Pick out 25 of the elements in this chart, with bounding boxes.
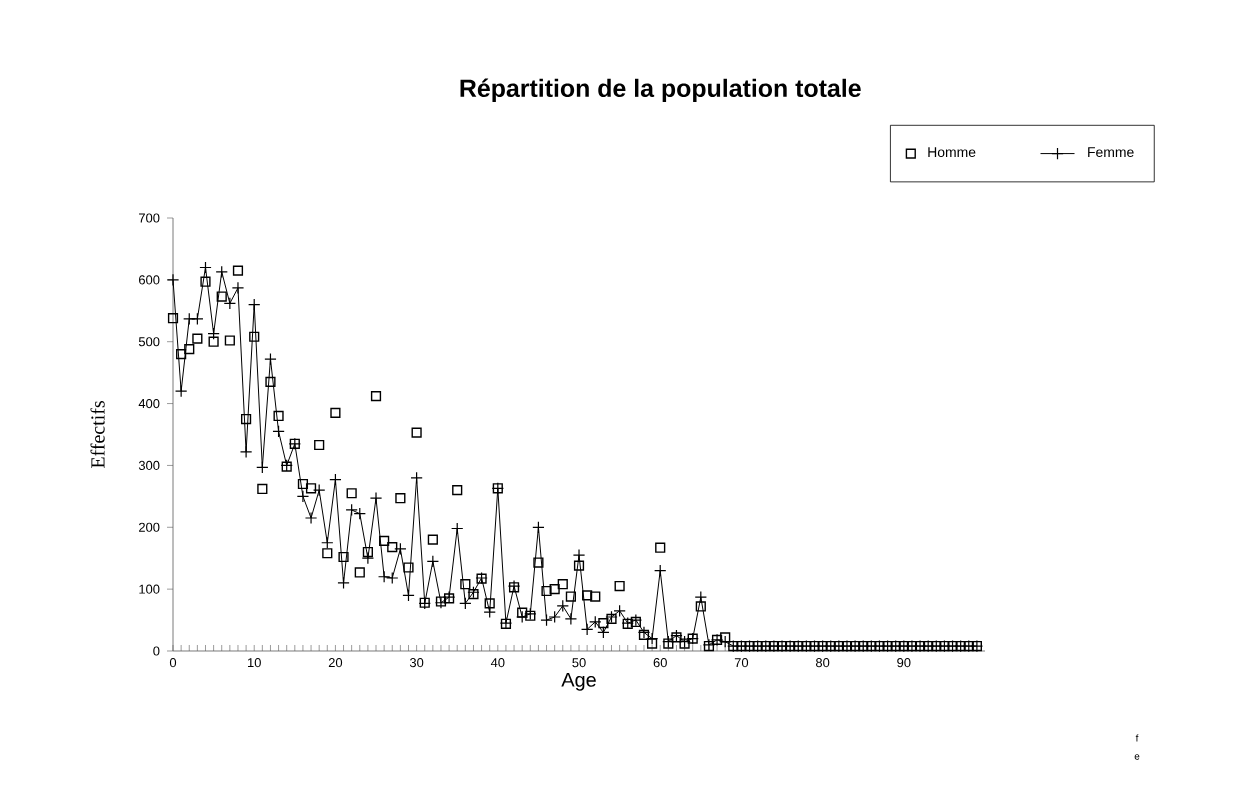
text: f [1135,734,1139,742]
chart-title: Répartition de la population totale [460,78,861,102]
y-tick-label: 0 [153,646,160,656]
legend-label: Homme [928,147,976,158]
x-tick-label: 50 [572,658,586,668]
legend-label: Femme [1088,147,1134,158]
x-tick-label: 80 [815,658,830,668]
x-tick-label: 90 [897,658,911,668]
y-tick-label: 200 [139,522,160,532]
x-tick-label: 60 [653,658,667,668]
y-tick-label: 700 [139,213,160,223]
y-axis-title: Effectifs [90,401,105,469]
y-tick-label: 600 [139,275,160,285]
text: e [1134,754,1140,760]
y-tick-label: 400 [138,399,160,409]
x-tick-label: 20 [328,658,343,668]
x-tick-label: 40 [490,658,505,668]
x-tick-label: 0 [169,658,177,668]
x-tick-label: 70 [734,658,749,668]
y-tick-label: 100 [139,584,160,594]
y-tick-label: 500 [138,337,160,347]
x-tick-label: 10 [248,658,261,668]
x-axis-title: Age [561,672,596,691]
x-tick-label: 30 [409,658,424,668]
y-tick-label: 300 [138,460,160,471]
